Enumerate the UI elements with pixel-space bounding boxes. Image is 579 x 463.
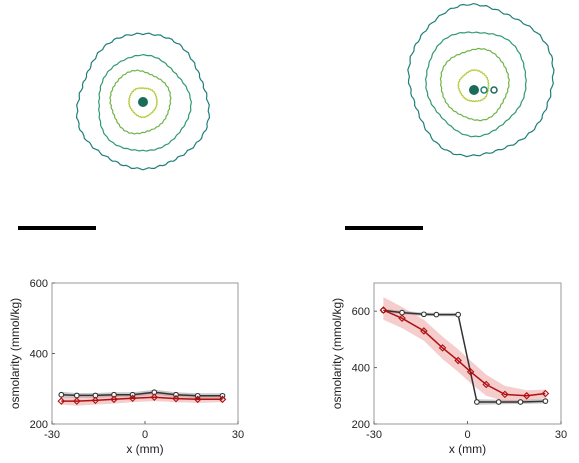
- y-tick-label: 600: [352, 306, 370, 318]
- plot-right: -30 0 30 200 400 600 x (mm) osmolarity (mmol/kg…: [330, 282, 567, 456]
- contour-ring-2: [97, 53, 192, 152]
- series-2-point: [379, 306, 388, 314]
- y-tick-label: 400: [352, 363, 370, 375]
- series-2-point: [91, 396, 100, 405]
- series-2-point: [398, 314, 406, 323]
- series-2-point: [73, 397, 81, 405]
- x-tick-label: -30: [366, 429, 382, 441]
- series-2-line: [61, 396, 223, 402]
- series-2-point: [57, 397, 66, 405]
- x-axis-label: x (mm): [449, 442, 486, 456]
- contour-ring-1: [75, 32, 211, 171]
- series-2-line: [383, 309, 546, 397]
- contour-ring-3: [439, 47, 510, 122]
- y-tick-label: 200: [352, 419, 370, 431]
- series-2-band: [61, 393, 223, 406]
- series-2-point: [218, 395, 227, 404]
- y-tick-label: 200: [30, 419, 48, 431]
- contour-center-blob: [469, 85, 479, 95]
- scale-bar-left: [18, 226, 96, 230]
- y-axis-label: osmolarity (mmol/kg): [8, 298, 22, 409]
- plot-left: -30 0 30 200 400 600 x (mm) osmolarity (mmol/kg…: [8, 278, 244, 456]
- series-2-point: [110, 395, 118, 404]
- contour-center-ring: [490, 86, 498, 94]
- series-2-point: [128, 394, 137, 403]
- contour-ring-2: [424, 31, 527, 138]
- contour-ring-3: [109, 69, 172, 135]
- x-tick-label: -30: [44, 429, 60, 441]
- series-1-point: [421, 311, 427, 318]
- series-1-point: [433, 311, 440, 318]
- series-2-point: [150, 393, 159, 401]
- x-tick-label: 30: [555, 429, 567, 441]
- series-2-band: [383, 297, 546, 402]
- x-axis-label: x (mm): [126, 442, 163, 456]
- x-tick-label: 30: [232, 429, 244, 441]
- series-1-point: [399, 309, 405, 316]
- series-1-point: [495, 399, 502, 405]
- contour-center-blob: [138, 97, 148, 107]
- series-1-point: [58, 391, 65, 398]
- x-tick-label: 0: [142, 429, 148, 441]
- scale-bar-right: [345, 226, 423, 230]
- contour-ring-4: [127, 87, 159, 119]
- series-1-point: [517, 399, 524, 405]
- series-2-point: [193, 395, 202, 404]
- contour-center-ring: [480, 86, 488, 94]
- series-1-point: [542, 398, 549, 405]
- series-2-point: [420, 327, 428, 335]
- series-1-point: [173, 391, 179, 398]
- contour-panel-left: [75, 32, 211, 171]
- series-2-point: [522, 392, 531, 400]
- contour-ring-4: [457, 69, 490, 103]
- series-2-point: [541, 389, 550, 398]
- y-tick-label: 400: [30, 349, 48, 361]
- series-2-point: [501, 390, 509, 399]
- series-1-point: [455, 311, 462, 318]
- x-tick-label: 0: [464, 429, 470, 441]
- series-2-point: [438, 344, 447, 352]
- series-2-point: [466, 368, 475, 376]
- contour-ring-1: [407, 2, 555, 158]
- series-2-point: [172, 394, 180, 403]
- series-2-point: [482, 380, 490, 389]
- series-2-point: [454, 356, 462, 365]
- series-1-point: [73, 392, 80, 399]
- contour-panel-right: [407, 2, 555, 158]
- y-axis-label: osmolarity (mmol/kg): [330, 298, 344, 409]
- y-tick-label: 600: [30, 278, 48, 290]
- series-1-point: [474, 399, 480, 405]
